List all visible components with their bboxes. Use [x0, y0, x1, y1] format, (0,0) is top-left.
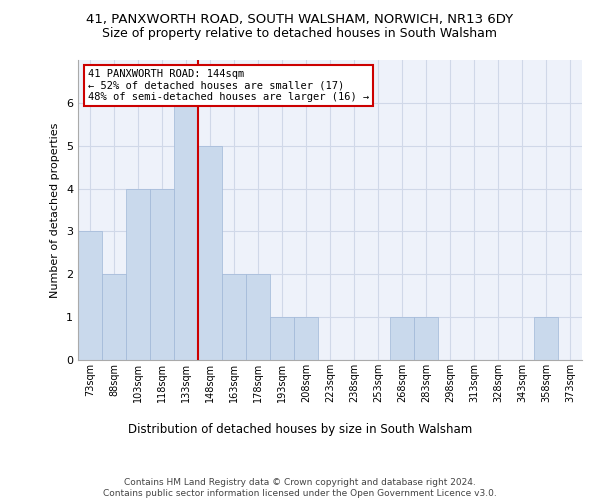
Bar — [222, 274, 246, 360]
Bar — [534, 317, 558, 360]
Bar — [102, 274, 126, 360]
Text: 41, PANXWORTH ROAD, SOUTH WALSHAM, NORWICH, NR13 6DY: 41, PANXWORTH ROAD, SOUTH WALSHAM, NORWI… — [86, 12, 514, 26]
Bar — [150, 188, 174, 360]
Bar — [294, 317, 318, 360]
Text: Contains HM Land Registry data © Crown copyright and database right 2024.
Contai: Contains HM Land Registry data © Crown c… — [103, 478, 497, 498]
Bar — [390, 317, 414, 360]
Bar — [270, 317, 294, 360]
Text: Distribution of detached houses by size in South Walsham: Distribution of detached houses by size … — [128, 422, 472, 436]
Bar — [78, 232, 102, 360]
Y-axis label: Number of detached properties: Number of detached properties — [50, 122, 61, 298]
Bar — [414, 317, 438, 360]
Bar — [174, 103, 198, 360]
Text: 41 PANXWORTH ROAD: 144sqm
← 52% of detached houses are smaller (17)
48% of semi-: 41 PANXWORTH ROAD: 144sqm ← 52% of detac… — [88, 69, 370, 102]
Text: Size of property relative to detached houses in South Walsham: Size of property relative to detached ho… — [103, 28, 497, 40]
Bar — [246, 274, 270, 360]
Bar — [198, 146, 222, 360]
Bar — [126, 188, 150, 360]
